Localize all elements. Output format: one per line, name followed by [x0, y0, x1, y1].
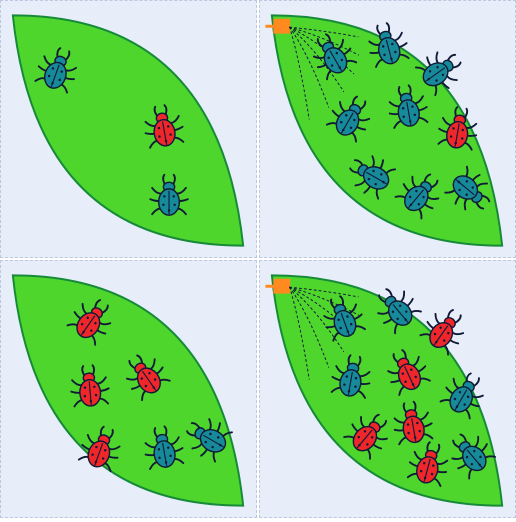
panel-svg-top-right — [260, 1, 515, 257]
panel-bottom-right — [259, 260, 516, 518]
panel-bottom-left — [0, 260, 257, 518]
panel-svg-bottom-left — [1, 261, 256, 517]
diagram-grid — [0, 0, 516, 508]
panel-svg-bottom-right — [260, 261, 515, 517]
panel-top-right — [259, 0, 516, 258]
panel-top-left — [0, 0, 257, 258]
panel-svg-top-left — [1, 1, 256, 257]
